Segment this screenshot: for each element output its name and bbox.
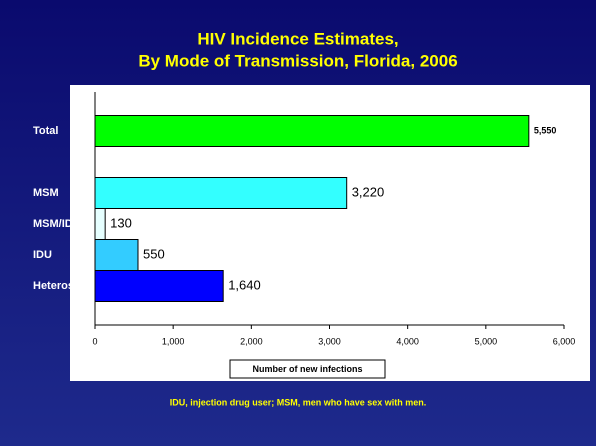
axis-title-box	[229, 359, 386, 379]
x-tick-label: 5,000	[475, 336, 498, 346]
value-label: 550	[143, 246, 165, 261]
x-axis-title: Number of new infections	[252, 364, 362, 374]
footnote: IDU, injection drug user; MSM, men who h…	[170, 397, 427, 407]
x-tick-label: 2,000	[240, 336, 263, 346]
y-tick-label: MSM/IDU	[33, 218, 81, 230]
title-line: By Mode of Transmission, Florida, 2006	[138, 51, 457, 70]
bar	[94, 239, 139, 271]
bar	[94, 270, 224, 302]
y-tick-label: Heterosexual	[33, 280, 102, 292]
x-tick-label: 0	[92, 336, 97, 346]
value-label: 130	[110, 215, 132, 230]
bar	[94, 115, 530, 147]
value-label: 3,220	[352, 184, 385, 199]
x-tick-label: 3,000	[318, 336, 341, 346]
bar	[94, 208, 106, 240]
bar	[94, 177, 348, 209]
y-tick-label: Total	[33, 125, 58, 137]
y-tick-label: IDU	[33, 249, 52, 261]
y-tick-label: MSM	[33, 187, 59, 199]
x-tick-label: 1,000	[162, 336, 185, 346]
value-label: 5,550	[534, 125, 557, 135]
x-tick-label: 4,000	[396, 336, 419, 346]
x-tick-label: 6,000	[553, 336, 576, 346]
value-label: 1,640	[228, 277, 261, 292]
title-line: HIV Incidence Estimates,	[197, 29, 398, 48]
